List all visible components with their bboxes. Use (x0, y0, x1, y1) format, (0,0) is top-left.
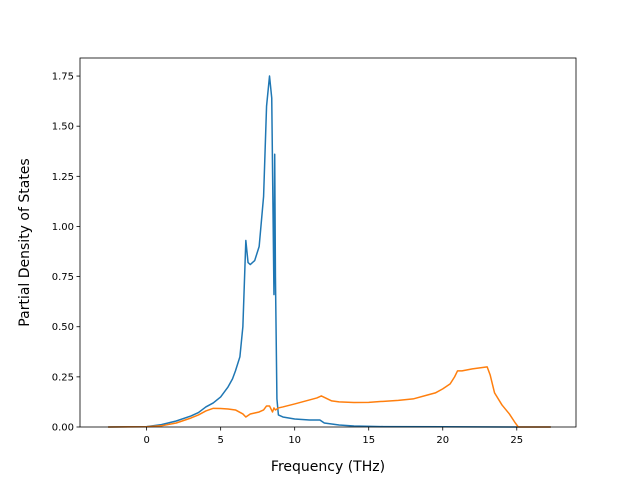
x-tick-label: 20 (436, 435, 449, 446)
y-tick-label: 0.00 (52, 423, 74, 434)
x-tick-label: 15 (362, 435, 375, 446)
y-axis: 0.00 0.25 0.50 0.75 1.00 1.25 1.50 1.75 (52, 72, 80, 434)
x-axis: 0 5 10 15 20 25 (143, 427, 523, 446)
series-layer (108, 75, 551, 428)
x-tick-label: 25 (510, 435, 523, 446)
y-tick-label: 0.25 (52, 372, 74, 383)
y-tick-label: 1.75 (52, 72, 74, 83)
plot-frame (79, 57, 577, 428)
series-line-2 (108, 366, 551, 428)
x-tick-label: 0 (143, 435, 149, 446)
y-tick-label: 1.25 (52, 172, 74, 183)
series-line-1 (108, 75, 551, 428)
y-tick-label: 0.75 (52, 272, 74, 283)
x-axis-label: Frequency (THz) (271, 459, 385, 475)
x-tick-label: 5 (217, 435, 223, 446)
y-tick-label: 1.50 (52, 122, 74, 133)
x-tick-label: 10 (288, 435, 301, 446)
y-tick-label: 0.50 (52, 322, 74, 333)
y-tick-label: 1.00 (52, 222, 74, 233)
y-axis-label: Partial Density of States (17, 158, 33, 326)
